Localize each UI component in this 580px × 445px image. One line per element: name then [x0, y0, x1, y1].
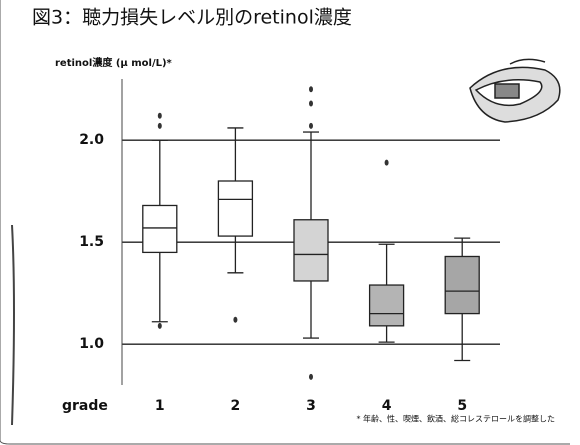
outlier	[157, 122, 162, 129]
outlier	[157, 322, 162, 329]
outlier	[309, 373, 313, 380]
y-tick-label: 2.0	[79, 132, 104, 148]
box	[293, 219, 329, 282]
x-tick-label: 1	[155, 398, 165, 414]
outlier	[233, 316, 238, 323]
y-tick-label: 1.0	[79, 336, 104, 352]
outlier	[309, 122, 313, 129]
y-axis-label: retinol濃度 (μ mol/L)*	[55, 56, 173, 69]
box	[368, 284, 405, 327]
frame-edge	[11, 224, 15, 426]
outlier	[384, 159, 389, 166]
x-axis-label: grade	[62, 398, 108, 414]
chart-title: 図3：聴力損失レベル別のretinol濃度	[32, 7, 352, 29]
outlier	[309, 100, 313, 107]
outlier	[309, 86, 313, 93]
x-tick-label: 3	[306, 398, 316, 414]
bowl-icon	[469, 58, 561, 123]
x-tick-label: 2	[231, 398, 241, 414]
box	[217, 180, 254, 237]
footnote: * 年齢、性、喫煙、飲酒、総コレステロールを調整した	[356, 414, 555, 424]
x-tick-label: 4	[382, 398, 392, 414]
box	[444, 255, 480, 315]
x-tick-label: 5	[457, 398, 467, 414]
y-tick-label: 1.5	[79, 234, 104, 250]
box	[142, 204, 178, 254]
outlier	[157, 112, 162, 119]
